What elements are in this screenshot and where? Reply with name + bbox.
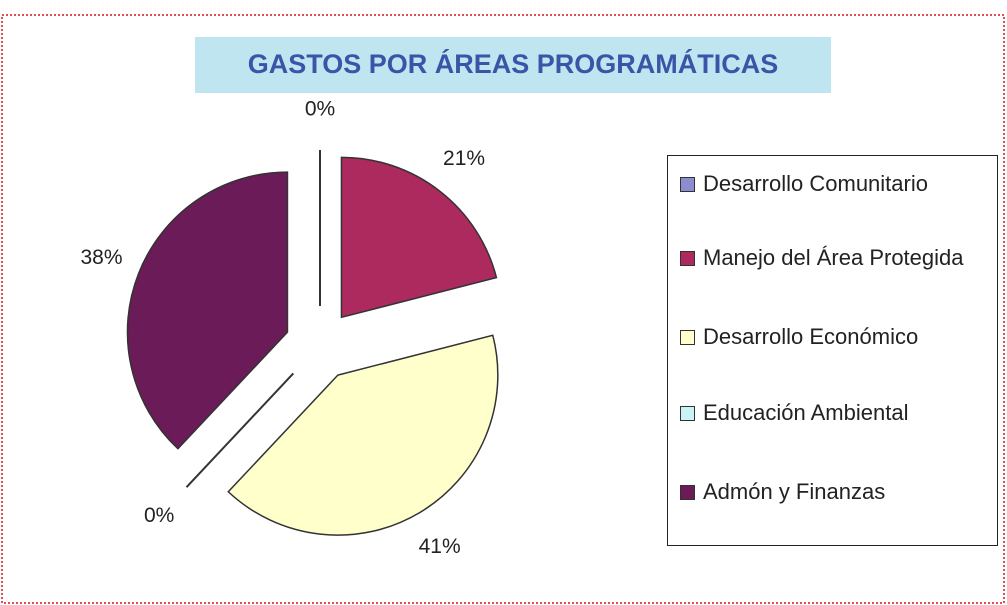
legend: Desarrollo Comunitario Manejo del Área Pr… xyxy=(667,155,998,546)
legend-label: Admón y Finanzas xyxy=(703,479,886,504)
legend-swatch xyxy=(680,251,695,266)
legend-label: Desarrollo Comunitario xyxy=(703,171,928,196)
pie-slice xyxy=(185,372,295,488)
slice-label: 38% xyxy=(80,246,122,269)
slice-label: 0% xyxy=(144,504,174,527)
legend-swatch xyxy=(680,406,695,421)
legend-label: Educación Ambiental xyxy=(703,400,909,425)
chart-border xyxy=(1,14,1005,604)
legend-entry: Desarrollo Comunitario xyxy=(680,168,992,200)
slice-label: 41% xyxy=(419,535,461,558)
legend-label: Manejo del Área Protegida xyxy=(703,245,964,270)
pie-slice xyxy=(340,156,498,319)
legend-swatch xyxy=(680,330,695,345)
title-box xyxy=(195,37,831,93)
slice-label: 21% xyxy=(443,147,485,170)
slice-label: 0% xyxy=(305,98,335,121)
legend-entry: Desarrollo Económico xyxy=(680,321,992,353)
pie-slice xyxy=(227,334,499,536)
legend-swatch xyxy=(680,485,695,500)
legend-swatch xyxy=(680,177,695,192)
chart-title: GASTOS POR ÁREAS PROGRAMÁTICAS xyxy=(248,48,779,79)
legend-entry: Educación Ambiental xyxy=(680,397,992,429)
legend-label: Desarrollo Económico xyxy=(703,324,919,349)
legend-entry: Manejo del Área Protegida xyxy=(680,242,992,274)
legend-entry: Admón y Finanzas xyxy=(680,476,992,508)
pie-slice xyxy=(126,171,289,450)
